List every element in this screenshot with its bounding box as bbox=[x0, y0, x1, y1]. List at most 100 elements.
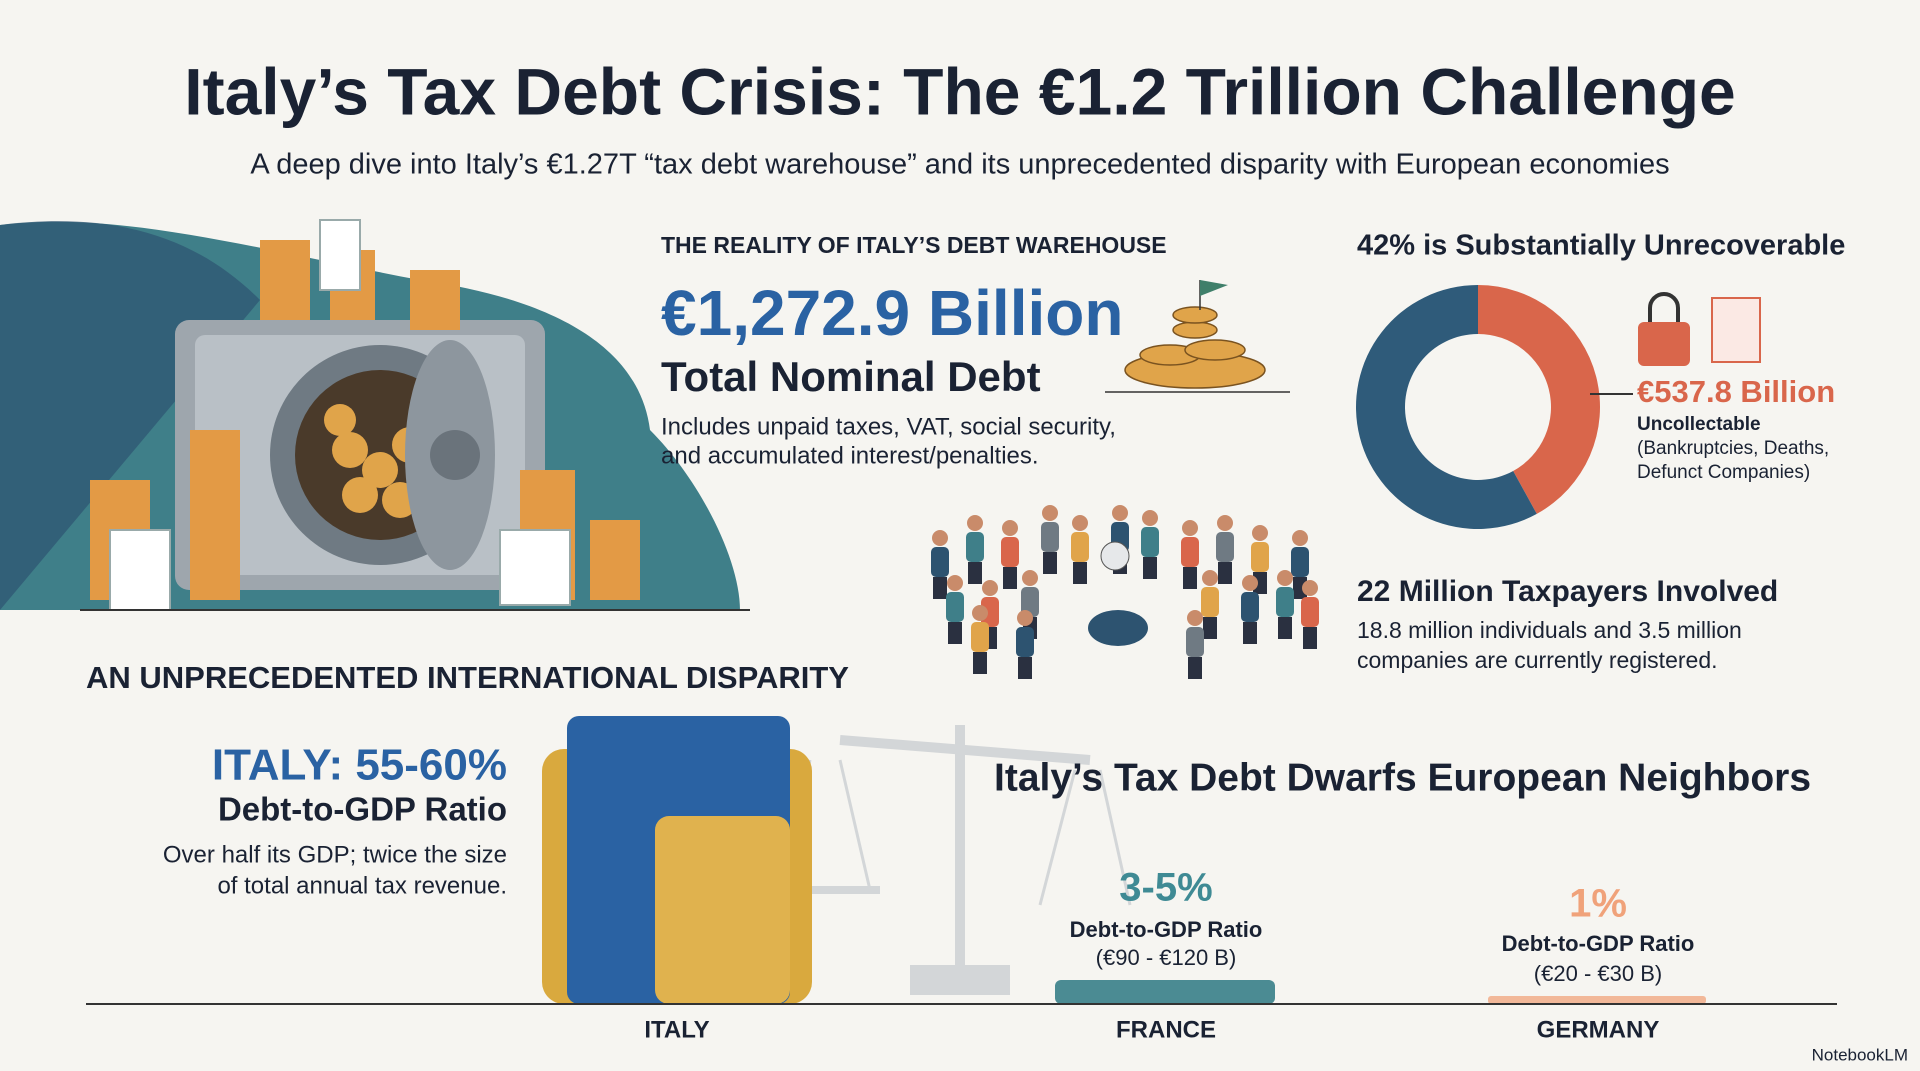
person-body bbox=[1186, 627, 1204, 657]
uncollectable-label: Uncollectable bbox=[1637, 414, 1761, 435]
person-body bbox=[1001, 537, 1019, 567]
person-legs bbox=[1243, 622, 1257, 644]
person-head bbox=[932, 530, 948, 546]
taxpayers-description: 18.8 million individuals and 3.5 million bbox=[1357, 617, 1742, 643]
person-head bbox=[1112, 505, 1128, 521]
france-bar bbox=[1055, 980, 1275, 1004]
uncollectable-note: Defunct Companies) bbox=[1637, 462, 1810, 483]
person-legs bbox=[1253, 572, 1267, 594]
person-body bbox=[1071, 532, 1089, 562]
people-illustration bbox=[931, 505, 1319, 679]
person-head bbox=[1142, 510, 1158, 526]
france-label: Debt-to-GDP Ratio bbox=[1070, 917, 1263, 942]
section-heading: 42% is Substantially Unrecoverable bbox=[1357, 230, 1845, 262]
italy-description: Over half its GDP; twice the size bbox=[163, 841, 507, 868]
person-head bbox=[1042, 505, 1058, 521]
debt-description: and accumulated interest/penalties. bbox=[661, 442, 1039, 469]
france-range: (€90 - €120 B) bbox=[1096, 945, 1237, 970]
person-head bbox=[1022, 570, 1038, 586]
person-body bbox=[1016, 627, 1034, 657]
uncollectable-note: (Bankruptcies, Deaths, bbox=[1637, 438, 1829, 459]
section-heading: THE REALITY OF ITALY’S DEBT WAREHOUSE bbox=[661, 232, 1167, 258]
person-head bbox=[967, 515, 983, 531]
germany-range: (€20 - €30 B) bbox=[1534, 961, 1662, 986]
person-head bbox=[947, 575, 963, 591]
category-label: GERMANY bbox=[1537, 1016, 1660, 1043]
vault-illustration bbox=[0, 219, 750, 611]
coin-pile bbox=[1105, 280, 1290, 393]
person-head bbox=[1017, 610, 1033, 626]
person-body bbox=[966, 532, 984, 562]
lock-icon bbox=[1638, 292, 1761, 366]
uncollectable-amount: €537.8 Billion bbox=[1637, 374, 1835, 409]
dollar-coin bbox=[1100, 541, 1130, 571]
person-head bbox=[1242, 575, 1258, 591]
person-legs bbox=[933, 577, 947, 599]
brand: NotebookLM bbox=[1812, 1045, 1908, 1064]
person-head bbox=[1072, 515, 1088, 531]
person-head bbox=[1277, 570, 1293, 586]
person-legs bbox=[1203, 617, 1217, 639]
person-body bbox=[981, 597, 999, 627]
person-legs bbox=[1218, 562, 1232, 584]
person-legs bbox=[1303, 627, 1317, 649]
comparison-title: Italy’s Tax Debt Dwarfs European Neighbo… bbox=[994, 756, 1811, 799]
person-body bbox=[971, 622, 989, 652]
person-body bbox=[1251, 542, 1269, 572]
person-head bbox=[1302, 580, 1318, 596]
person-legs bbox=[1073, 562, 1087, 584]
donut-segment-unrecoverable bbox=[1478, 285, 1600, 514]
person-body bbox=[1241, 592, 1259, 622]
person-legs bbox=[948, 622, 962, 644]
germany-bar bbox=[1488, 996, 1706, 1004]
person-body bbox=[946, 592, 964, 622]
person-legs bbox=[1018, 657, 1032, 679]
person-body bbox=[1041, 522, 1059, 552]
person-body bbox=[1141, 527, 1159, 557]
donut-segment-rest bbox=[1356, 285, 1537, 530]
person-legs bbox=[1188, 657, 1202, 679]
person-legs bbox=[968, 562, 982, 584]
person-legs bbox=[1278, 617, 1292, 639]
person-body bbox=[1181, 537, 1199, 567]
subtitle: A deep dive into Italy’s €1.27T “tax deb… bbox=[250, 149, 1669, 181]
section-heading: 22 Million Taxpayers Involved bbox=[1357, 575, 1778, 608]
person-body bbox=[1291, 547, 1309, 577]
person-body bbox=[1301, 597, 1319, 627]
person-legs bbox=[1293, 577, 1307, 599]
person-legs bbox=[1043, 552, 1057, 574]
title: Italy’s Tax Debt Crisis: The €1.2 Trilli… bbox=[184, 54, 1735, 128]
category-label: FRANCE bbox=[1116, 1016, 1216, 1043]
person-head bbox=[1217, 515, 1233, 531]
germany-value: 1% bbox=[1569, 882, 1627, 926]
italy-description: of total annual tax revenue. bbox=[217, 872, 507, 899]
person-head bbox=[1182, 520, 1198, 536]
taxpayers-description: companies are currently registered. bbox=[1357, 647, 1718, 673]
italy-label: Debt-to-GDP Ratio bbox=[218, 791, 507, 828]
italy-value: ITALY: 55-60% bbox=[212, 741, 507, 790]
person-head bbox=[1002, 520, 1018, 536]
section-heading: AN UNPRECEDENTED INTERNATIONAL DISPARITY bbox=[86, 660, 849, 695]
person-head bbox=[972, 605, 988, 621]
person-head bbox=[1202, 570, 1218, 586]
person-body bbox=[1276, 587, 1294, 617]
germany-label: Debt-to-GDP Ratio bbox=[1502, 931, 1695, 956]
person-head bbox=[1252, 525, 1268, 541]
person-legs bbox=[1003, 567, 1017, 589]
italy-bar bbox=[542, 716, 812, 1004]
person-head bbox=[1292, 530, 1308, 546]
person-body bbox=[1216, 532, 1234, 562]
category-label: ITALY bbox=[644, 1016, 709, 1043]
donut-chart bbox=[1356, 285, 1600, 530]
person-body bbox=[931, 547, 949, 577]
person-legs bbox=[973, 652, 987, 674]
person-head bbox=[982, 580, 998, 596]
euro-coin bbox=[1088, 610, 1148, 646]
debt-description: Includes unpaid taxes, VAT, social secur… bbox=[661, 413, 1116, 440]
person-head bbox=[1187, 610, 1203, 626]
debt-amount: €1,272.9 Billion bbox=[661, 277, 1123, 349]
person-body bbox=[1021, 587, 1039, 617]
person-body bbox=[1201, 587, 1219, 617]
